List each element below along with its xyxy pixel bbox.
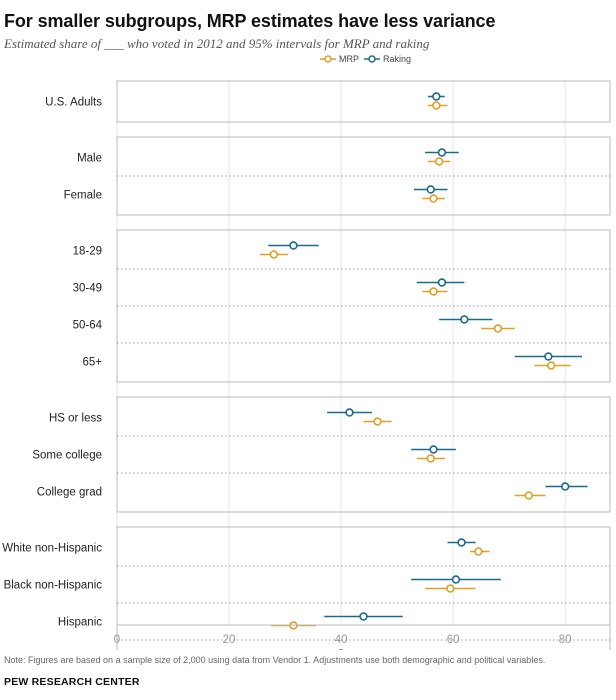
category-label: Female [64, 190, 102, 202]
category-label: College grad [37, 487, 102, 499]
raking-estimate [359, 612, 368, 621]
x-tick-label: 0 [114, 634, 120, 646]
category-label: U.S. Adults [45, 97, 102, 109]
raking-estimate [289, 241, 298, 250]
mrp-estimate [434, 157, 444, 166]
mrp-estimate [493, 324, 503, 333]
panel-4: White non-Hispanic Black non-Hispanic Hisp… [2, 526, 611, 650]
source-credit: PEW RESEARCH CENTER [4, 676, 140, 688]
legend-raking-marker [368, 55, 376, 63]
category-label: 50-64 [73, 320, 103, 332]
mrp-estimate [446, 584, 455, 593]
raking-estimate [426, 185, 435, 194]
category-label: White non-Hispanic [2, 543, 102, 555]
dot-interval-chart: MRP Raking U.S. Adults Male Female 18-29 30-49… [2, 54, 611, 650]
category-label: 18-29 [73, 246, 102, 258]
chart-title: For smaller subgroups, MRP estimates hav… [4, 11, 496, 31]
category-label: HS or less [49, 413, 102, 425]
raking-estimate [437, 148, 447, 157]
raking-estimate [560, 482, 570, 491]
panel-2: 18-29 30-49 50-64 65+ [73, 229, 611, 383]
mrp-estimate [373, 417, 382, 426]
panel-border [116, 229, 611, 383]
category-label: Some college [32, 450, 102, 462]
category-label: Hispanic [58, 617, 102, 629]
panel-0: U.S. Adults [45, 80, 611, 123]
chart-subtitle: Estimated share of ___ who voted in 2012… [4, 36, 430, 51]
panel-border [116, 526, 611, 650]
mrp-estimate [426, 454, 435, 463]
legend-mrp-label: MRP [339, 54, 359, 64]
mrp-estimate [524, 491, 533, 500]
mrp-estimate [269, 250, 279, 259]
x-tick-label: 80 [559, 634, 572, 646]
raking-estimate [451, 575, 461, 584]
panel-border [116, 396, 611, 513]
mrp-estimate [432, 101, 441, 110]
raking-estimate [345, 408, 354, 417]
mrp-estimate [474, 547, 483, 556]
category-label: Male [77, 153, 102, 165]
panel-1: Male Female [64, 136, 611, 216]
x-tick-label: 40 [335, 634, 348, 646]
legend-raking-label: Raking [383, 54, 411, 64]
raking-estimate [457, 538, 466, 547]
panel-border [116, 80, 611, 123]
raking-estimate [544, 352, 553, 361]
raking-estimate [429, 445, 438, 454]
raking-estimate [460, 315, 469, 324]
category-label: 30-49 [73, 283, 102, 295]
raking-estimate [437, 278, 447, 287]
legend: MRP Raking [320, 54, 411, 64]
chart-note: Note: Figures are based on a sample size… [4, 655, 546, 665]
category-label: Black non-Hispanic [4, 580, 103, 592]
legend-mrp-marker [324, 55, 332, 63]
mrp-estimate [429, 287, 438, 296]
panel-3: HS or less Some college College grad [32, 396, 611, 513]
panel-border [116, 136, 611, 216]
category-label: 65+ [82, 357, 102, 369]
mrp-estimate [546, 361, 556, 370]
mrp-estimate [429, 194, 438, 203]
x-tick-label: 20 [223, 634, 236, 646]
x-tick-label: 60 [447, 634, 460, 646]
raking-estimate [432, 92, 441, 101]
